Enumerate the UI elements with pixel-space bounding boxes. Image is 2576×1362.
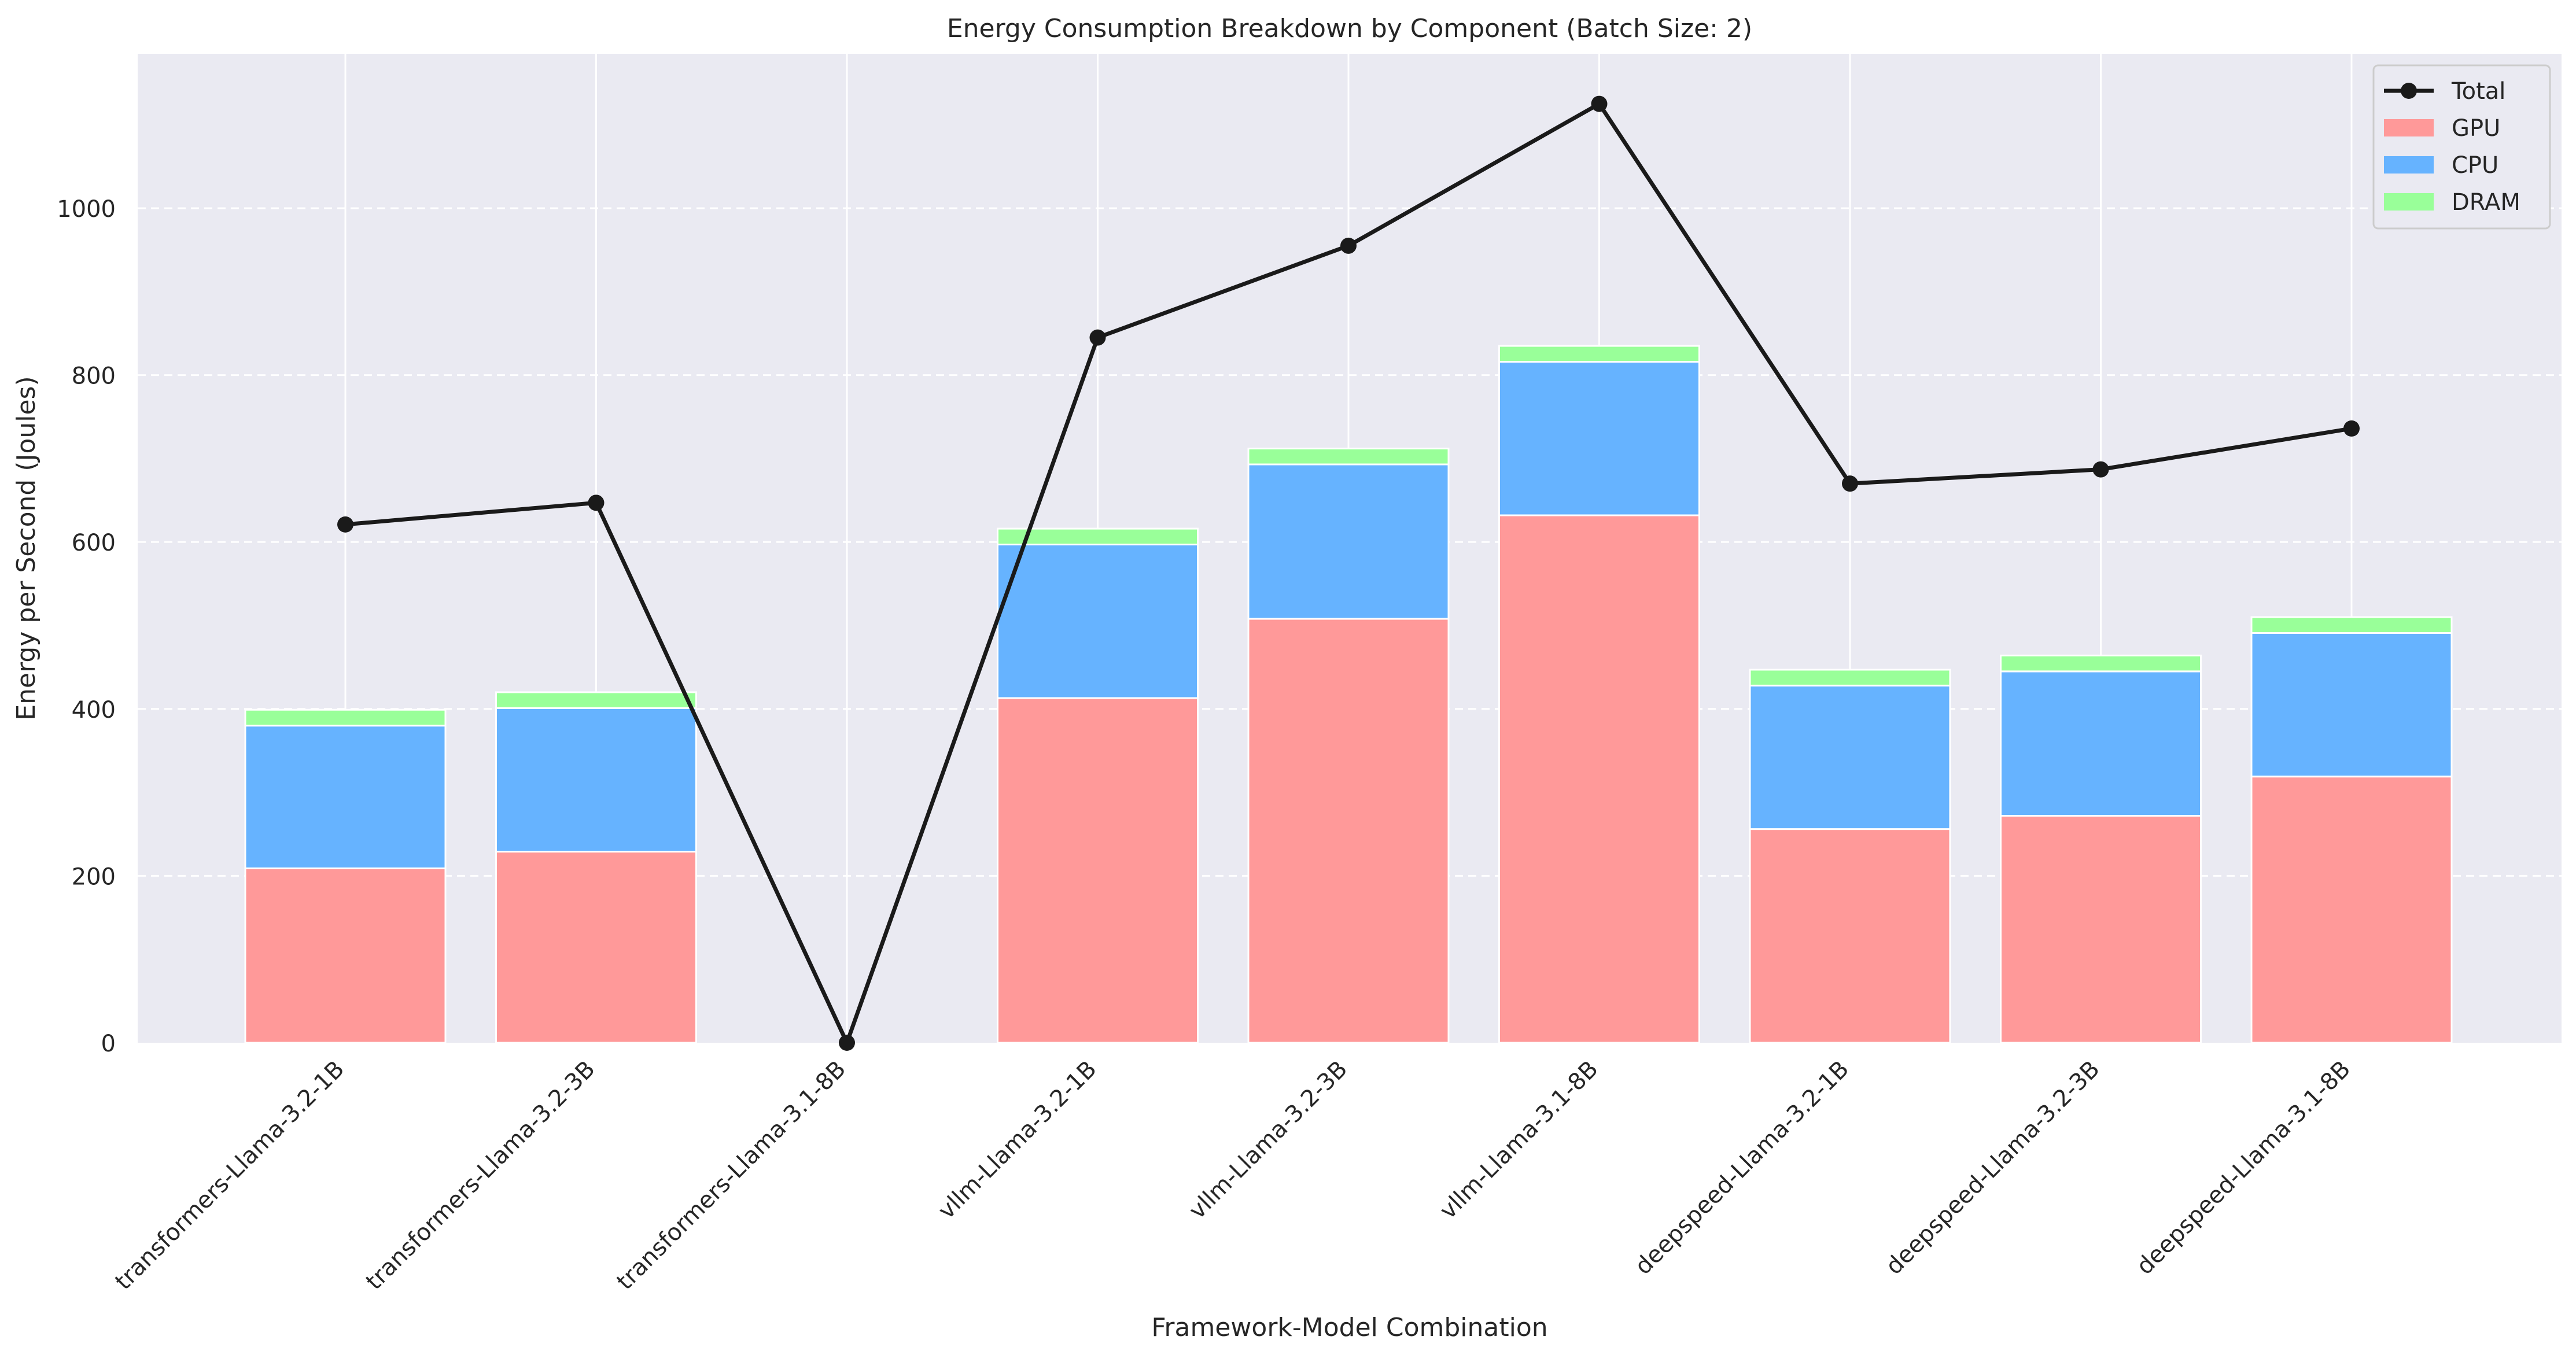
legend-label: Total [2451,78,2505,105]
total-point-7 [2092,461,2109,478]
total-point-4 [1340,237,1357,254]
bar-cpu-5 [1498,360,1700,516]
legend: Total GPU CPU DRAM [2372,64,2551,230]
total-point-6 [1842,475,1858,492]
y-tick-label: 0 [101,1031,116,1057]
bar-gpu-6 [1749,828,1951,1044]
legend-box [2372,64,2551,230]
bar-gpu-8 [2250,776,2453,1044]
bar-dram-4 [1247,448,1450,466]
bar-cpu-7 [2000,670,2202,817]
bar-cpu-8 [2250,632,2453,778]
bar-gpu-7 [2000,814,2202,1044]
y-tick-label: 800 [72,363,116,390]
bar-dram-0 [244,708,447,727]
bar-cpu-0 [244,725,447,869]
bar-dram-8 [2250,616,2453,634]
total-point-8 [2343,420,2360,437]
bar-gpu-1 [495,851,697,1044]
y-tick-label: 400 [72,697,116,724]
chart-title: Energy Consumption Breakdown by Componen… [947,14,1752,43]
bar-cpu-3 [997,544,1199,699]
bars [244,345,2453,1044]
bar-cpu-1 [495,707,697,853]
bar-gpu-4 [1247,618,1450,1044]
y-axis-ticks: 0 200 400 600 800 1000 [57,196,116,1057]
legend-label: CPU [2452,152,2498,179]
legend-swatch-dram [2384,193,2434,211]
bar-gpu-5 [1498,514,1700,1044]
bar-dram-3 [997,527,1199,546]
legend-label: DRAM [2452,189,2520,216]
bar-gpu-0 [244,867,447,1044]
legend-swatch-cpu [2384,156,2434,174]
legend-swatch-gpu [2384,119,2434,136]
y-tick-label: 600 [72,530,116,556]
y-tick-label: 1000 [57,196,116,223]
bar-dram-6 [1749,669,1951,686]
total-point-5 [1591,95,1608,112]
legend-point-marker [2401,83,2417,99]
y-axis-label: Energy per Second (Joules) [12,376,41,720]
bar-cpu-6 [1749,684,1951,831]
legend-label: GPU [2452,115,2500,142]
bar-dram-5 [1498,345,1700,363]
total-point-3 [1089,329,1106,346]
total-point-0 [337,516,353,533]
total-point-2 [839,1035,855,1051]
total-line [337,95,2360,1051]
bar-gpu-3 [997,697,1199,1044]
bar-cpu-4 [1247,463,1450,620]
total-point-1 [588,494,605,511]
x-axis-label: Framework-Model Combination [1151,1313,1547,1342]
y-tick-label: 200 [72,863,116,890]
bar-dram-7 [2000,654,2202,673]
bar-dram-1 [495,691,697,709]
